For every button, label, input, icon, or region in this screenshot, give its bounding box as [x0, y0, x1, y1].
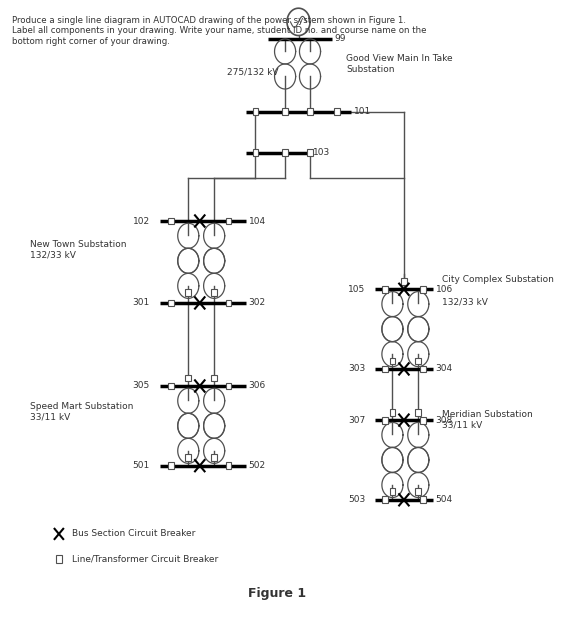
- Bar: [415, 358, 421, 364]
- Bar: [168, 218, 174, 225]
- Text: 304: 304: [436, 364, 453, 373]
- Text: 104: 104: [249, 216, 266, 225]
- Text: 99: 99: [334, 35, 346, 44]
- Text: 106: 106: [436, 285, 453, 294]
- Bar: [226, 462, 231, 469]
- Bar: [211, 454, 217, 461]
- Text: New Town Substation
132/33 kV: New Town Substation 132/33 kV: [30, 241, 126, 260]
- Text: Speed Mart Substation
33/11 kV: Speed Mart Substation 33/11 kV: [30, 402, 133, 421]
- Bar: [226, 383, 231, 389]
- Text: 102: 102: [133, 216, 150, 225]
- Bar: [401, 278, 407, 285]
- Bar: [282, 149, 288, 156]
- Bar: [382, 286, 388, 292]
- Bar: [382, 497, 388, 503]
- Bar: [415, 409, 421, 415]
- Bar: [168, 462, 174, 469]
- Text: Meridian Substation
33/11 kV: Meridian Substation 33/11 kV: [443, 410, 533, 430]
- Bar: [389, 358, 395, 364]
- Bar: [334, 108, 340, 115]
- Text: 303: 303: [349, 364, 366, 373]
- Bar: [389, 409, 395, 415]
- Text: Bus Section Circuit Breaker: Bus Section Circuit Breaker: [72, 529, 196, 538]
- Text: 103: 103: [313, 148, 330, 157]
- Bar: [253, 149, 258, 156]
- Bar: [226, 218, 231, 225]
- Bar: [282, 108, 288, 115]
- Text: 101: 101: [354, 108, 372, 116]
- Text: Line/Transformer Circuit Breaker: Line/Transformer Circuit Breaker: [72, 554, 219, 563]
- Bar: [420, 417, 426, 424]
- Bar: [415, 488, 421, 495]
- Text: 275/132 kV: 275/132 kV: [227, 67, 278, 76]
- Text: 307: 307: [349, 415, 366, 424]
- Text: 305: 305: [133, 381, 150, 390]
- Text: 132/33 kV: 132/33 kV: [443, 297, 488, 307]
- Text: City Complex Substation: City Complex Substation: [443, 275, 554, 284]
- Text: 301: 301: [133, 298, 150, 307]
- Bar: [168, 300, 174, 307]
- Bar: [253, 108, 258, 115]
- Bar: [168, 383, 174, 389]
- Text: 308: 308: [436, 415, 453, 424]
- Bar: [185, 374, 191, 381]
- Text: Figure 1: Figure 1: [248, 587, 306, 600]
- Bar: [382, 365, 388, 372]
- Bar: [211, 374, 217, 381]
- Bar: [420, 365, 426, 372]
- Bar: [382, 417, 388, 424]
- Text: Produce a single line diagram in AUTOCAD drawing of the power system shown in Fi: Produce a single line diagram in AUTOCAD…: [12, 16, 426, 46]
- Text: 503: 503: [349, 495, 366, 504]
- Text: 502: 502: [249, 461, 266, 470]
- Text: 302: 302: [249, 298, 266, 307]
- Bar: [420, 497, 426, 503]
- Bar: [307, 149, 313, 156]
- Bar: [226, 300, 231, 307]
- Bar: [185, 289, 191, 296]
- Bar: [185, 454, 191, 461]
- Bar: [307, 108, 313, 115]
- Text: 504: 504: [436, 495, 453, 504]
- Text: 105: 105: [349, 285, 366, 294]
- Text: Good View Main In Take
Substation: Good View Main In Take Substation: [346, 54, 453, 74]
- Text: 306: 306: [249, 381, 266, 390]
- Text: 501: 501: [133, 461, 150, 470]
- Bar: [389, 488, 395, 495]
- Bar: [211, 289, 217, 296]
- Bar: [55, 555, 62, 563]
- Bar: [420, 286, 426, 292]
